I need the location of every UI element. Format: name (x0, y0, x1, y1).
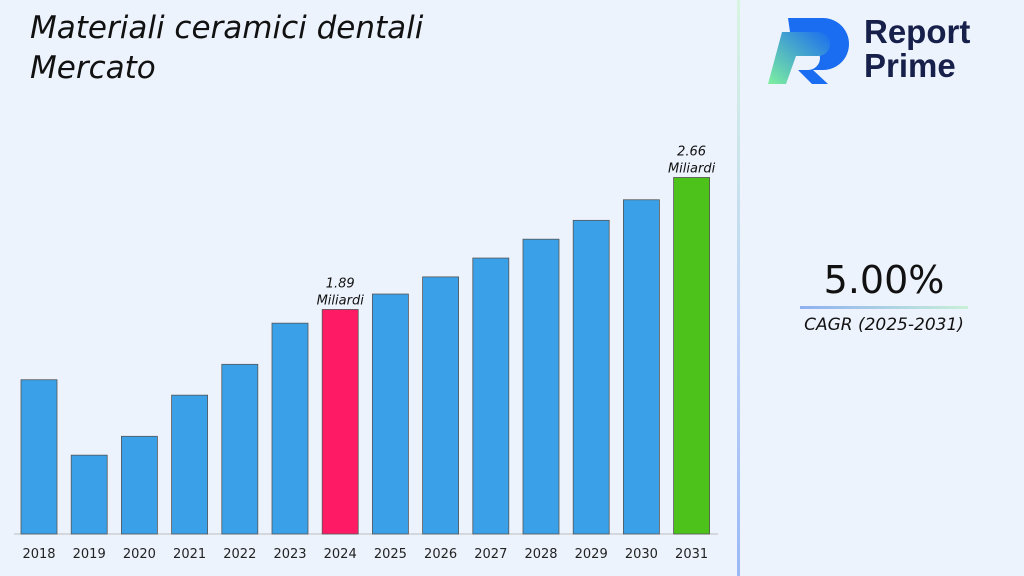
x-tick-label: 2024 (324, 547, 357, 562)
x-tick-label: 2019 (73, 547, 106, 562)
bar-chart: 2018 2019 2020 2021 2022 2023 2024 1.89 Miliardi… (14, 144, 718, 562)
data-label-unit: Miliardi (317, 293, 365, 308)
report-prime-logo: Report Prime (768, 14, 970, 84)
logo-icon (768, 18, 849, 84)
cagr-underline (800, 306, 968, 309)
divider (737, 0, 740, 576)
x-tick-label: 2027 (474, 547, 507, 562)
x-tick-label: 2022 (223, 547, 256, 562)
cagr-label: CAGR (2025-2031) (804, 315, 964, 335)
data-label-value: 2.66 (677, 144, 706, 159)
bar-2023 (271, 322, 309, 535)
bar-2030 (623, 199, 660, 535)
bar-2019 (70, 454, 108, 535)
chart-title: Materiali ceramici dentali Mercato (30, 10, 424, 86)
bar-2027 (472, 257, 510, 535)
x-tick-label: 2018 (22, 547, 55, 562)
x-tick-label: 2023 (273, 547, 306, 562)
data-label-unit: Miliardi (668, 161, 716, 176)
logo-line1: Report (864, 13, 971, 50)
cagr-value: 5.00% (823, 258, 945, 302)
x-tick-label: 2020 (123, 547, 156, 562)
x-tick-label: 2029 (575, 547, 608, 562)
cagr-panel: 5.00% CAGR (2025-2031) (800, 258, 968, 335)
bar-2024 (321, 309, 359, 535)
x-tick-label: 2031 (675, 547, 708, 562)
bar-2025 (371, 293, 409, 535)
x-tick-label: 2025 (374, 547, 407, 562)
x-tick-label: 2026 (424, 547, 457, 562)
bar-2028 (522, 238, 560, 535)
logo-line2: Prime (864, 47, 956, 84)
bar-2029 (572, 219, 610, 535)
x-tick-label: 2028 (524, 547, 557, 562)
bar-2020 (121, 435, 158, 535)
bar-2021 (171, 394, 209, 535)
bar-2031 (673, 177, 710, 535)
bar-2022 (221, 363, 259, 535)
data-label-value: 1.89 (326, 276, 355, 291)
bar-2026 (422, 276, 460, 535)
bar-2018 (20, 379, 58, 535)
x-tick-label: 2030 (625, 547, 658, 562)
x-tick-label: 2021 (173, 547, 206, 562)
